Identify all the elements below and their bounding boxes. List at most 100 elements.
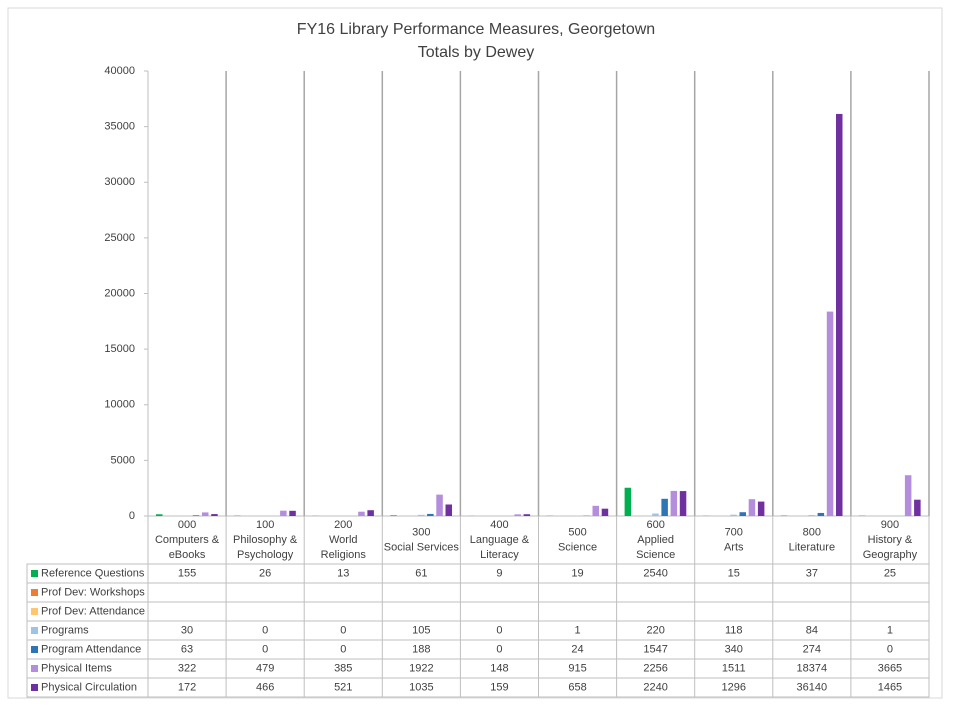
x-tick-label: History & [868, 534, 913, 546]
table-cell: 1511 [722, 662, 746, 674]
y-tick-label: 0 [129, 510, 135, 522]
bar [818, 513, 825, 516]
bar [914, 500, 921, 516]
table-cell: 15 [728, 567, 740, 579]
x-tick-label: Science [636, 549, 675, 561]
legend-label: Reference Questions [41, 567, 145, 579]
x-tick-label: 700 [725, 526, 743, 538]
table-cell: 1465 [878, 681, 902, 693]
table-cell: 30 [181, 624, 193, 636]
bar [514, 514, 521, 516]
table-cell: 63 [181, 643, 193, 655]
y-tick-label: 5000 [111, 454, 135, 466]
bar [827, 312, 834, 516]
x-tick-label: Religions [321, 549, 367, 561]
x-tick-label: 000 [178, 519, 196, 531]
legend-label: Program Attendance [41, 643, 141, 655]
bar [418, 515, 425, 516]
bar [730, 515, 737, 516]
bar [740, 512, 747, 516]
table-cell: 1547 [643, 643, 667, 655]
table-cell: 84 [806, 624, 818, 636]
table-cell: 2256 [643, 662, 667, 674]
legend-label: Prof Dev: Attendance [41, 605, 145, 617]
table-cell: 24 [571, 643, 583, 655]
bar [280, 511, 287, 516]
table-cell: 159 [490, 681, 508, 693]
legend-swatch [31, 684, 38, 691]
table-cell: 0 [340, 643, 346, 655]
table-cell: 148 [490, 662, 508, 674]
table-cell: 220 [646, 624, 664, 636]
table-cell: 0 [496, 643, 502, 655]
bar [446, 504, 453, 516]
table-cell: 2240 [643, 681, 667, 693]
chart-title: FY16 Library Performance Measures, Georg… [297, 21, 655, 38]
table-cell: 1 [574, 624, 580, 636]
table-cell: 0 [340, 624, 346, 636]
x-tick-label: Literature [789, 541, 835, 553]
table-cell: 172 [178, 681, 196, 693]
bar [524, 514, 531, 516]
x-tick-label: Computers & [155, 534, 220, 546]
legend-label: Physical Circulation [41, 681, 137, 693]
legend-swatch [31, 608, 38, 615]
table-cell: 1922 [409, 662, 433, 674]
bar [193, 515, 200, 516]
bar [602, 509, 609, 516]
y-tick-label: 10000 [104, 399, 135, 411]
bar [156, 514, 163, 516]
x-tick-label: Philosophy & [233, 534, 298, 546]
table-cell: 1 [887, 624, 893, 636]
table-cell: 2540 [643, 567, 667, 579]
bar [625, 488, 632, 516]
bar [390, 515, 397, 516]
y-tick-label: 15000 [104, 343, 135, 355]
table-cell: 274 [803, 643, 821, 655]
table-cell: 26 [259, 567, 271, 579]
bar [808, 515, 815, 516]
x-tick-label: eBooks [169, 549, 206, 561]
y-tick-label: 40000 [104, 65, 135, 77]
legend-label: Prof Dev: Workshops [41, 586, 145, 598]
table-cell: 155 [178, 567, 196, 579]
table-cell: 0 [496, 624, 502, 636]
table-cell: 36140 [797, 681, 828, 693]
bar [661, 499, 668, 516]
x-tick-label: 800 [803, 526, 821, 538]
table-cell: 13 [337, 567, 349, 579]
legend-swatch [31, 646, 38, 653]
bar [358, 512, 365, 516]
y-tick-label: 20000 [104, 287, 135, 299]
bar [367, 510, 374, 516]
bar [836, 114, 843, 516]
y-tick-label: 25000 [104, 232, 135, 244]
x-tick-label: 900 [881, 519, 899, 531]
bar [758, 502, 765, 516]
y-tick-label: 35000 [104, 121, 135, 133]
table-cell: 37 [806, 567, 818, 579]
x-tick-label: World [329, 534, 358, 546]
x-tick-label: Literacy [480, 549, 519, 561]
bar [680, 491, 687, 516]
bar [749, 499, 756, 516]
x-tick-label: 300 [412, 526, 430, 538]
table-cell: 61 [415, 567, 427, 579]
bar [289, 511, 296, 516]
bar [211, 514, 218, 516]
table-cell: 3665 [878, 662, 902, 674]
table-cell: 1035 [409, 681, 433, 693]
x-tick-label: Language & [470, 534, 530, 546]
legend-swatch [31, 589, 38, 596]
bar [905, 475, 912, 516]
x-tick-label: 600 [646, 519, 664, 531]
table-cell: 1296 [722, 681, 746, 693]
table-cell: 385 [334, 662, 352, 674]
table-cell: 466 [256, 681, 274, 693]
chart-subtitle: Totals by Dewey [418, 44, 535, 61]
y-tick-label: 30000 [104, 176, 135, 188]
table-cell: 322 [178, 662, 196, 674]
table-cell: 0 [887, 643, 893, 655]
